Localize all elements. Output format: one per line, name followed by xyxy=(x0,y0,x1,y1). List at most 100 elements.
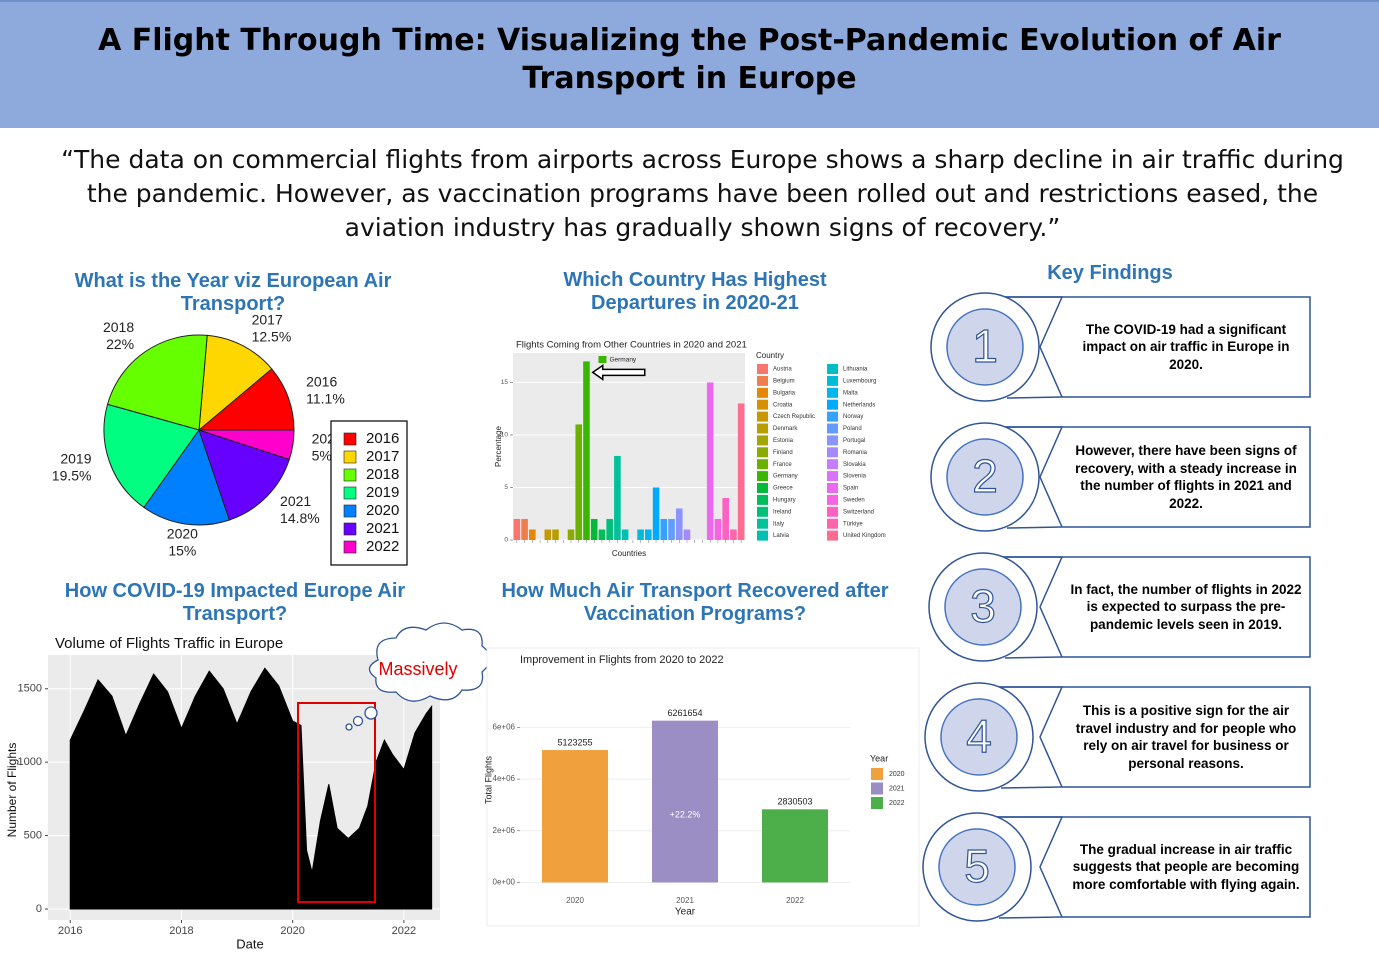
bar xyxy=(645,529,652,540)
legend-swatch xyxy=(757,411,768,422)
pie-value-label: 22% xyxy=(106,336,134,352)
pie-slice xyxy=(106,334,208,431)
legend-label: Latvia xyxy=(773,533,790,539)
legend-label: Norway xyxy=(843,414,863,420)
page-title: A Flight Through Time: Visualizing the P… xyxy=(98,23,1281,96)
legend-label: Luxembourg xyxy=(843,378,876,384)
legend-swatch xyxy=(757,459,768,470)
bar xyxy=(652,487,660,540)
legend-swatch xyxy=(757,387,768,398)
legend-label: Netherlands xyxy=(843,402,875,408)
bar xyxy=(590,518,598,540)
x-tick-label: 2022 xyxy=(392,925,416,937)
legend-label: 2020 xyxy=(366,502,399,519)
value-label: 5123255 xyxy=(557,737,592,747)
x-tick-label: 2021 xyxy=(676,896,694,905)
legend-label: Switzerland xyxy=(843,509,874,515)
x-axis-label: Countries xyxy=(612,549,646,558)
y-tick-label: 6e+06 xyxy=(493,723,516,732)
bar xyxy=(544,529,552,540)
legend-label: United Kingdom xyxy=(843,533,886,539)
callout xyxy=(997,816,1311,919)
legend-swatch xyxy=(757,471,768,482)
y-tick-label: 500 xyxy=(24,829,42,841)
legend-swatch xyxy=(827,375,838,386)
legend-swatch xyxy=(757,530,768,541)
finding-number: 1 xyxy=(972,320,998,372)
annotation: Massively xyxy=(378,659,457,679)
legend-label: Sweden xyxy=(843,497,865,503)
legend-swatch xyxy=(827,447,838,458)
bar xyxy=(513,518,521,540)
finding-text: However, there have been signs of recove… xyxy=(1075,443,1297,511)
callout-tail xyxy=(1005,426,1064,528)
x-tick-label: 2020 xyxy=(280,925,304,937)
legend-swatch xyxy=(757,364,768,374)
legend-swatch xyxy=(343,468,357,482)
thought-bubble xyxy=(352,715,364,727)
legend-swatch xyxy=(343,486,357,500)
plot-panel xyxy=(513,353,745,540)
pie-slice xyxy=(143,428,231,526)
bar xyxy=(521,518,528,540)
quote: “The data on commercial flights from air… xyxy=(61,145,1344,242)
pie-value-label: 12.5% xyxy=(252,329,292,345)
legend-label: 2021 xyxy=(366,520,399,537)
pie-value-label: 5% xyxy=(312,448,332,464)
legend-swatch xyxy=(343,540,357,554)
callout-tail xyxy=(997,816,1064,918)
legend-swatch xyxy=(757,506,768,517)
section-heading: Key Findings xyxy=(1047,262,1173,284)
pie-value-label: 11.1% xyxy=(306,391,345,407)
bar xyxy=(660,518,668,540)
x-axis-label: Year xyxy=(675,907,696,918)
highlight-swatch xyxy=(598,356,607,363)
x-tick-label: 2016 xyxy=(58,925,82,937)
finding-circle xyxy=(946,308,1024,386)
legend-swatch xyxy=(827,435,838,446)
legend-label: Spain xyxy=(843,486,858,492)
pie-slice xyxy=(103,403,200,509)
thought-bubble xyxy=(345,723,353,731)
legend-swatch xyxy=(827,530,838,541)
legend-title: Country xyxy=(756,351,784,360)
callout xyxy=(1005,296,1311,399)
legend-label: 2021 xyxy=(889,785,905,792)
section-heading: What is the Year viz European Air Transp… xyxy=(74,270,392,315)
y-tick-label: 10 xyxy=(501,432,509,439)
pie-label: 2019 xyxy=(60,451,91,467)
finding-number: 4 xyxy=(966,710,992,762)
legend-swatch xyxy=(827,483,838,493)
bar xyxy=(583,361,590,540)
pie-value-label: 14.8% xyxy=(280,510,320,526)
pie-label: 2016 xyxy=(306,374,337,390)
value-label: 2830503 xyxy=(777,797,812,807)
callout-tail xyxy=(999,686,1064,788)
section-heading: Which Country Has Highest Departures in … xyxy=(563,269,827,314)
legend-label: 2016 xyxy=(366,430,399,447)
legend-swatch xyxy=(343,522,357,536)
legend-swatch xyxy=(827,399,838,410)
highlight-arrow xyxy=(591,363,646,381)
y-tick-label: 0 xyxy=(36,903,42,915)
y-tick-label: 1500 xyxy=(18,683,42,695)
highlight-box xyxy=(297,702,376,903)
legend-label: Denmark xyxy=(773,426,798,432)
legend-label: Portugal xyxy=(843,438,865,444)
legend-label: 2017 xyxy=(366,448,399,465)
legend-swatch xyxy=(827,364,838,374)
legend-label: Greece xyxy=(773,486,793,492)
legend-swatch xyxy=(757,483,768,493)
legend-label: Austria xyxy=(773,367,792,373)
y-tick-label: 2e+06 xyxy=(493,826,516,835)
legend-swatch xyxy=(827,506,838,517)
pie-label: 2021 xyxy=(280,493,311,509)
legend-swatch xyxy=(871,782,883,795)
finding-text: This is a positive sign for the air trav… xyxy=(1075,703,1297,771)
legend-label: Finland xyxy=(773,450,793,456)
finding-circle xyxy=(946,438,1024,516)
legend-swatch xyxy=(827,423,838,434)
y-tick-label: 4e+06 xyxy=(493,774,516,783)
bar xyxy=(552,529,559,540)
